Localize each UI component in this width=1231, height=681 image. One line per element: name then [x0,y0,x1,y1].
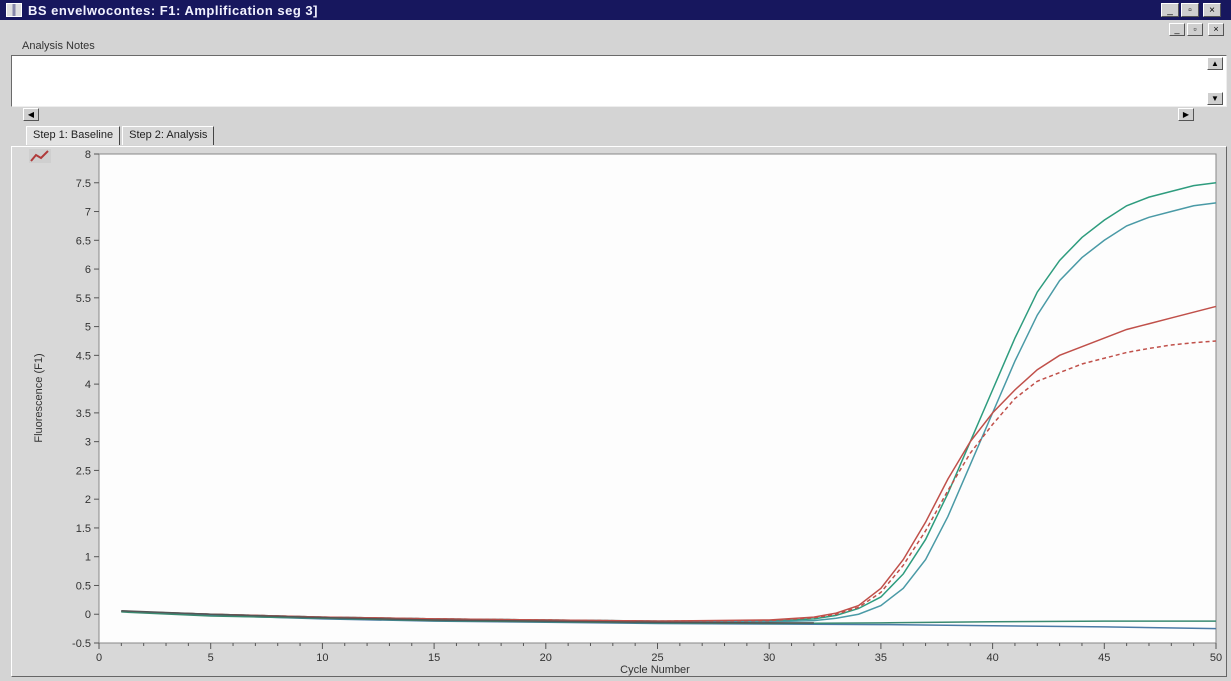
chart-toolbar-icon[interactable] [29,149,51,163]
x-tick-label: 25 [651,652,663,664]
y-tick-label: 7.5 [76,178,91,190]
app-icon [6,3,22,17]
x-axis-title: Cycle Number [620,664,690,676]
x-tick-label: 30 [763,652,775,664]
y-tick-label: 5.5 [76,293,91,305]
x-tick-label: 15 [428,652,440,664]
y-axis: -0.5 0 0.5 1 1.5 2 2.5 3 3.5 4 4.5 5 5.5 6 6.5 7 7.5 8 [72,149,99,650]
step-tabs: Step 1: Baseline Step 2: Analysis [26,126,216,145]
minimize-button[interactable]: _ [1161,3,1179,17]
x-tick-label: 0 [96,652,102,664]
y-tick-label: -0.5 [72,638,91,650]
y-tick-label: 4.5 [76,350,91,362]
child-minimize-button[interactable]: _ [1169,23,1185,36]
x-tick-label: 45 [1098,652,1110,664]
y-tick-label: 5 [85,322,91,334]
scroll-down-button[interactable]: ▼ [1207,92,1223,105]
series-group [121,182,1217,630]
restore-button[interactable]: ▫ [1181,3,1199,17]
close-button[interactable]: × [1203,3,1221,17]
y-tick-label: 6 [85,264,91,276]
scroll-up-button[interactable]: ▲ [1207,57,1223,70]
y-tick-label: 8 [85,149,91,161]
y-tick-label: 0.5 [76,580,91,592]
child-close-button[interactable]: × [1208,23,1224,36]
series-line-7 [121,610,814,624]
child-restore-button[interactable]: ▫ [1187,23,1203,36]
y-tick-label: 1.5 [76,523,91,535]
scroll-right-button[interactable]: ▶ [1178,108,1194,121]
y-tick-label: 4 [85,379,91,391]
title-bar: BS envelwocontes: F1: Amplification seg … [0,0,1231,20]
window-title: BS envelwocontes: F1: Amplification seg … [28,2,318,18]
scroll-left-button[interactable]: ◀ [23,108,39,121]
x-tick-label: 35 [875,652,887,664]
tab-baseline[interactable]: Step 1: Baseline [26,126,121,145]
y-tick-label: 7 [85,207,91,219]
x-tick-label: 10 [316,652,328,664]
analysis-notes-field[interactable] [11,55,1227,107]
x-tick-label: 5 [208,652,214,664]
y-tick-label: 3.5 [76,408,91,420]
series-line-4 [121,340,1217,622]
y-tick-label: 2.5 [76,465,91,477]
y-axis-title: Fluorescence (F1) [33,353,45,442]
y-tick-label: 1 [85,552,91,564]
x-tick-label: 20 [540,652,552,664]
y-tick-label: 0 [85,609,91,621]
y-tick-label: 2 [85,494,91,506]
x-tick-label: 40 [986,652,998,664]
plot-area [98,153,1217,644]
x-tick-label: 50 [1210,652,1222,664]
x-axis: 0 5 10 15 20 25 30 35 40 45 50 [96,643,1222,664]
y-tick-label: 6.5 [76,235,91,247]
y-tick-label: 3 [85,437,91,449]
tab-analysis[interactable]: Step 2: Analysis [122,126,215,145]
analysis-notes-label: Analysis Notes [22,40,95,52]
